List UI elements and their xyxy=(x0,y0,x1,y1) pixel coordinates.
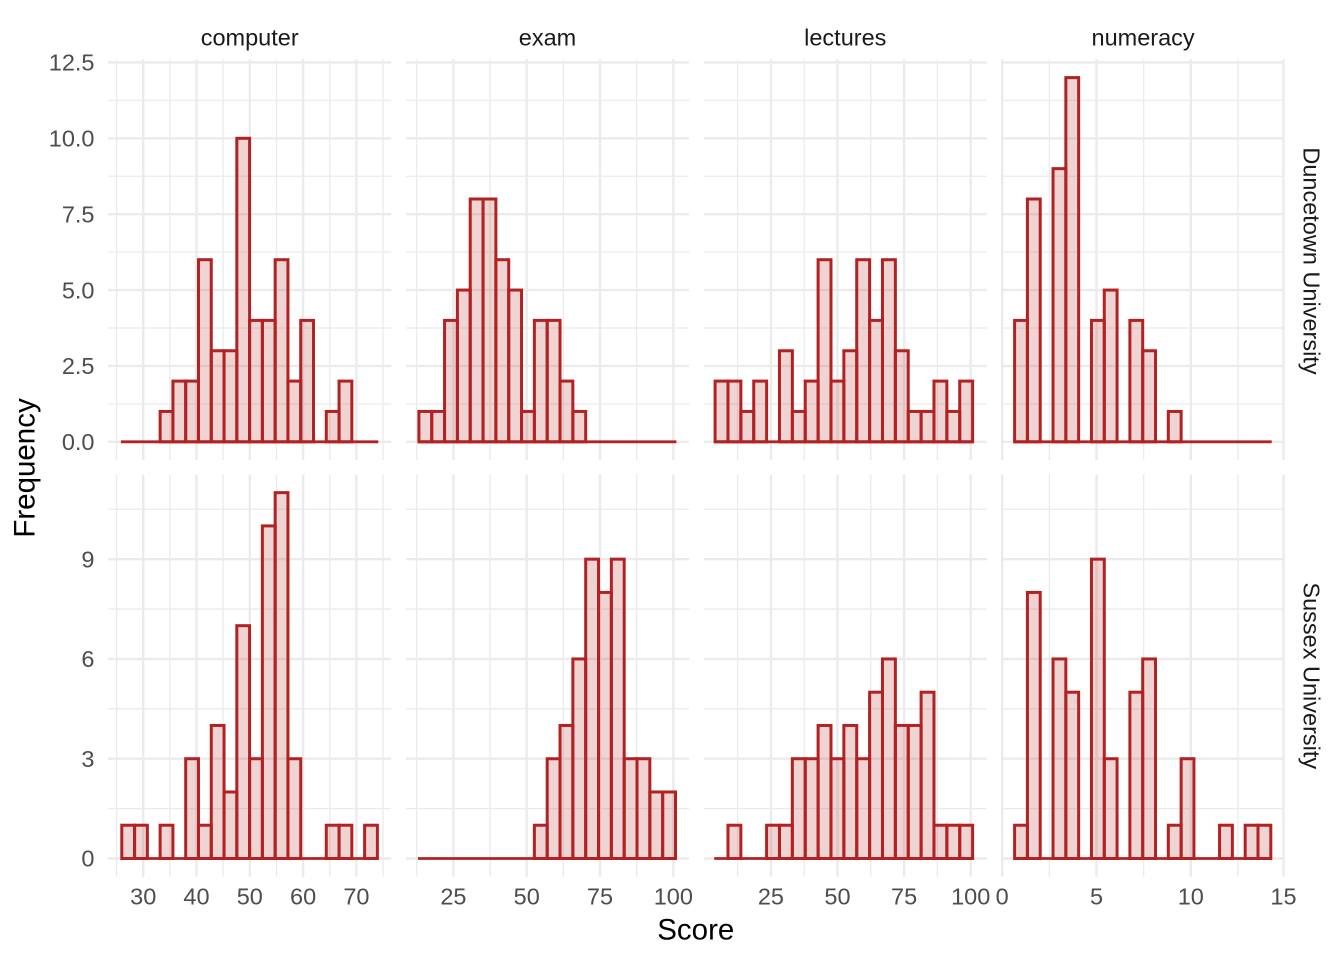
svg-text:Duncetown University: Duncetown University xyxy=(1299,147,1325,375)
svg-text:lectures: lectures xyxy=(804,24,886,50)
svg-text:0: 0 xyxy=(996,884,1009,910)
svg-text:75: 75 xyxy=(891,884,917,910)
svg-text:40: 40 xyxy=(183,884,209,910)
svg-text:100: 100 xyxy=(654,884,693,910)
svg-text:Frequency: Frequency xyxy=(9,398,42,538)
svg-text:exam: exam xyxy=(519,24,576,50)
svg-text:5.0: 5.0 xyxy=(62,277,95,303)
svg-text:Score: Score xyxy=(657,914,734,947)
svg-text:25: 25 xyxy=(758,884,784,910)
svg-text:computer: computer xyxy=(201,24,299,50)
svg-text:100: 100 xyxy=(951,884,990,910)
svg-text:10.0: 10.0 xyxy=(49,126,95,152)
svg-text:60: 60 xyxy=(290,884,316,910)
svg-text:5: 5 xyxy=(1090,884,1103,910)
svg-text:70: 70 xyxy=(343,884,369,910)
svg-text:0: 0 xyxy=(81,846,94,872)
svg-text:0.0: 0.0 xyxy=(62,429,95,455)
svg-text:12.5: 12.5 xyxy=(49,50,95,76)
svg-text:numeracy: numeracy xyxy=(1092,24,1195,50)
svg-text:6: 6 xyxy=(81,646,94,672)
svg-text:50: 50 xyxy=(824,884,850,910)
svg-text:10: 10 xyxy=(1178,884,1204,910)
svg-text:75: 75 xyxy=(587,884,613,910)
svg-text:3: 3 xyxy=(81,746,94,772)
svg-text:Sussex University: Sussex University xyxy=(1299,582,1325,769)
svg-text:15: 15 xyxy=(1270,884,1296,910)
svg-text:25: 25 xyxy=(440,884,466,910)
svg-text:30: 30 xyxy=(130,884,156,910)
svg-text:7.5: 7.5 xyxy=(62,201,95,227)
svg-text:50: 50 xyxy=(514,884,540,910)
svg-text:9: 9 xyxy=(81,546,94,572)
svg-text:50: 50 xyxy=(237,884,263,910)
svg-text:2.5: 2.5 xyxy=(62,353,95,379)
